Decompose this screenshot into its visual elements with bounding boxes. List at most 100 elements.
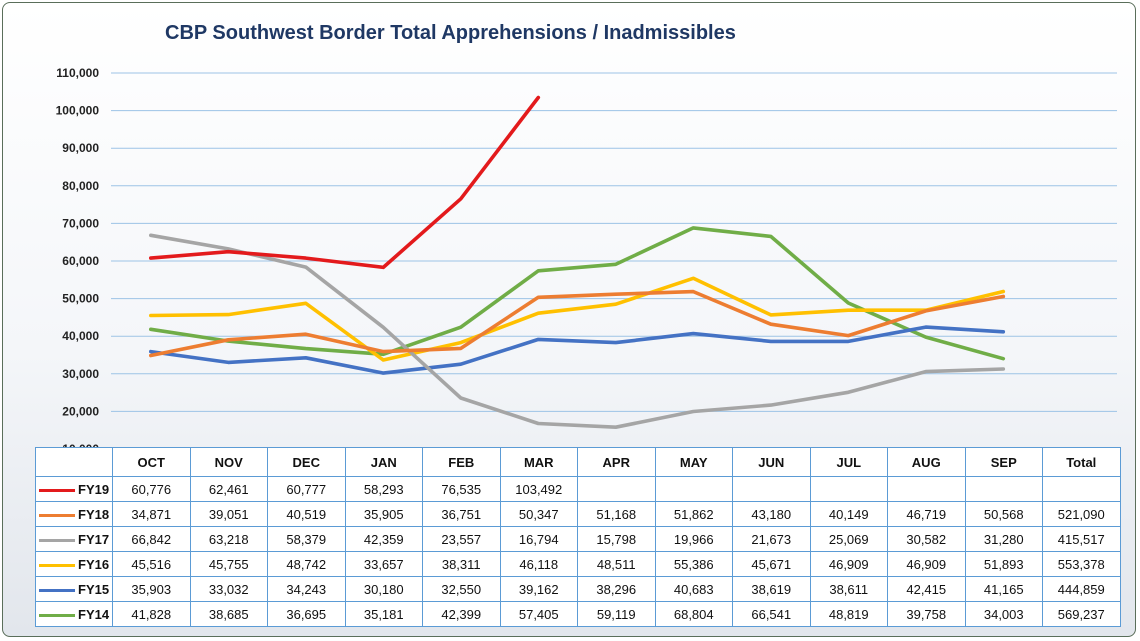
legend-line-key [39,513,75,517]
data-label: 35,905 [344,501,423,527]
data-label: 35,181 [344,601,423,627]
data-label: 60,777 [267,476,346,502]
series-name: FY19 [78,481,110,497]
legend-line-key [39,563,75,567]
legend-line-key [39,588,75,592]
data-label [887,476,966,502]
y-tick-label: 80,000 [62,179,99,193]
data-label: 48,742 [267,551,346,577]
data-label: 51,168 [577,501,656,527]
data-label: 33,032 [189,576,268,602]
gridlines [111,72,1117,450]
y-axis-ticks: 10,000 20,000 30,000 40,000 50,000 60,000 70,0… [56,66,100,451]
data-label: 30,180 [344,576,423,602]
data-label: 58,379 [267,526,346,552]
data-label: 51,862 [654,501,733,527]
data-label: 57,405 [499,601,578,627]
data-label: 33,657 [344,551,423,577]
data-label: 59,119 [577,601,656,627]
y-tick-label: 30,000 [62,367,99,381]
legend-line-key [39,488,75,492]
series-name: FY17 [78,531,110,547]
data-label: 60,776 [112,476,191,502]
data-label: 30,582 [887,526,966,552]
x-tick-label: SEP [964,447,1043,477]
table-row: FY15 35,903 33,032 34,243 30,180 32,550 39,162… [35,576,1121,602]
data-label: 19,966 [654,526,733,552]
data-label: 50,347 [499,501,578,527]
data-label: 32,550 [422,576,501,602]
data-label [964,476,1043,502]
data-label: 40,519 [267,501,346,527]
table-row: FY18 34,871 39,051 40,519 35,905 36,751 50,347… [35,501,1121,527]
data-label: 39,162 [499,576,578,602]
x-tick-label: OCT [112,447,191,477]
x-tick-label: JUN [732,447,811,477]
data-label: 46,719 [887,501,966,527]
data-label: 39,051 [189,501,268,527]
legend-entry: FY19 [35,476,113,502]
data-label [809,476,888,502]
x-tick-label: JAN [344,447,423,477]
data-label: 51,893 [964,551,1043,577]
data-table: OCT NOV DEC JAN FEB MAR APR MAY JUN JUL AUG SEP Tota… [35,447,1121,627]
x-tick-label: JUL [809,447,888,477]
data-label: 34,871 [112,501,191,527]
x-tick-label: MAY [654,447,733,477]
data-label: 45,755 [189,551,268,577]
data-label: 42,359 [344,526,423,552]
series-line-fy14 [149,226,1006,361]
data-label: 38,296 [577,576,656,602]
x-tick-label: APR [577,447,656,477]
data-label: 43,180 [732,501,811,527]
legend-entry: FY15 [35,576,113,602]
table-corner-cell [35,447,113,477]
data-label: 39,758 [887,601,966,627]
legend-entry: FY17 [35,526,113,552]
y-tick-label: 90,000 [62,141,99,155]
legend-line-key [39,538,75,542]
data-label: 46,909 [887,551,966,577]
data-label: 46,118 [499,551,578,577]
data-label: 35,903 [112,576,191,602]
data-label: 25,069 [809,526,888,552]
data-label: 40,149 [809,501,888,527]
legend-entry: FY16 [35,551,113,577]
x-tick-label: AUG [887,447,966,477]
table-header-row: OCT NOV DEC JAN FEB MAR APR MAY JUN JUL AUG SEP Tota… [35,447,1121,477]
data-label: 15,798 [577,526,656,552]
total-cell: 444,859 [1042,576,1121,602]
series-line-fy19 [149,95,541,270]
y-tick-label: 10,000 [62,442,99,451]
x-tick-label: NOV [189,447,268,477]
y-tick-label: 100,000 [56,104,100,118]
table-row: FY19 60,776 62,461 60,777 58,293 76,535 103,49… [35,476,1121,502]
y-tick-label: 20,000 [62,404,99,418]
y-tick-label: 40,000 [62,329,99,343]
total-cell: 415,517 [1042,526,1121,552]
data-label: 31,280 [964,526,1043,552]
table-row: FY16 45,516 45,755 48,742 33,657 38,311 46,118… [35,551,1121,577]
data-label: 63,218 [189,526,268,552]
line-chart: CBP Southwest Border Total Apprehensions… [56,22,1117,451]
data-label: 50,568 [964,501,1043,527]
data-label: 76,535 [422,476,501,502]
y-tick-label: 70,000 [62,216,99,230]
total-cell: 569,237 [1042,601,1121,627]
data-label: 34,003 [964,601,1043,627]
total-cell: 521,090 [1042,501,1121,527]
series-name: FY14 [78,606,110,622]
legend-line-key [39,613,75,617]
data-label: 21,673 [732,526,811,552]
x-tick-label: DEC [267,447,346,477]
data-label: 38,311 [422,551,501,577]
data-label: 68,804 [654,601,733,627]
data-label [732,476,811,502]
data-label: 45,516 [112,551,191,577]
series-lines [149,95,1006,430]
x-tick-label: MAR [499,447,578,477]
data-label: 40,683 [654,576,733,602]
y-tick-label: 50,000 [62,292,99,306]
data-label: 42,399 [422,601,501,627]
